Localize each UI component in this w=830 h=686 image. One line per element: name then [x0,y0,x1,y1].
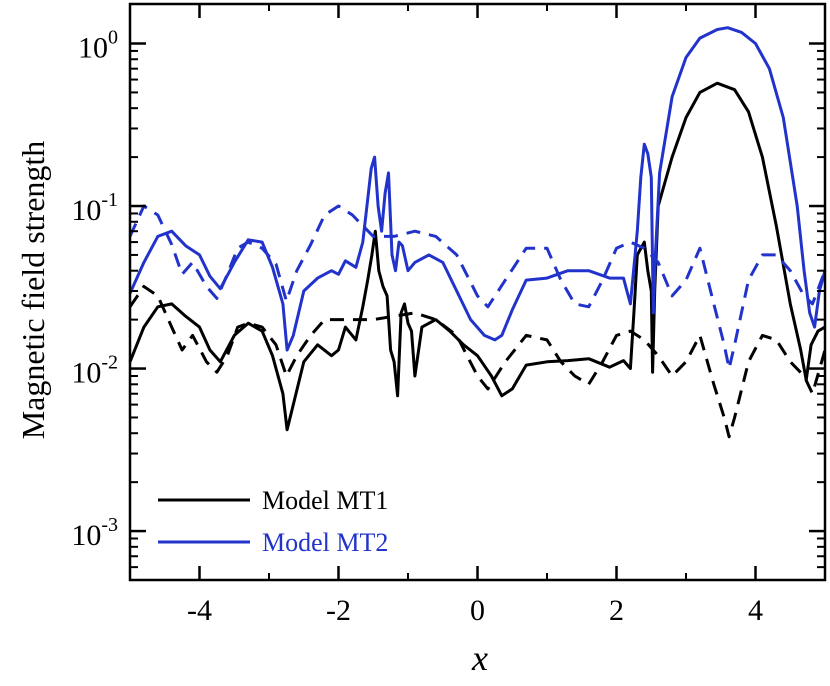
series-line-2 [128,26,827,352]
y-axis-label: Magnetic field strength [15,141,51,440]
x-tick-label: -2 [326,594,351,627]
y-tick-label: 10-1 [71,189,118,227]
legend-label-1: Model MT2 [262,528,388,557]
series-layer [128,26,827,439]
x-axis-label: x [471,638,488,678]
legend-label-0: Model MT1 [262,486,388,515]
x-tick-label: 2 [609,594,624,627]
y-tick-label: 10-2 [71,352,118,390]
series-line-1 [128,285,827,439]
series-line-0 [128,81,826,432]
x-tick-label: -4 [187,594,212,627]
axes-layer: -4 -2 0 2 4 10-3 10-2 10-1 100 [71,2,827,627]
x-tick-label: 0 [470,594,485,627]
x-tick-label: 4 [748,594,763,627]
series-line-3 [128,204,827,370]
legend: Model MT1 Model MT2 [158,486,388,557]
y-tick-label: 100 [78,26,118,64]
y-tick-label: 10-3 [71,514,118,552]
